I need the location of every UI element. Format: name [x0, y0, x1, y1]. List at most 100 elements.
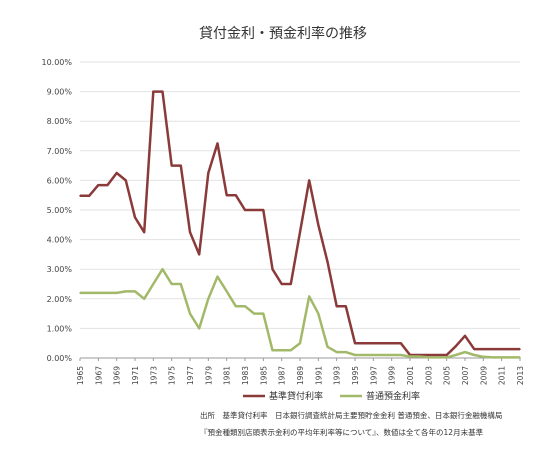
y-tick-label: 5.00% — [47, 206, 73, 215]
data-point — [345, 305, 347, 308]
data-point — [354, 354, 356, 356]
data-point — [299, 231, 301, 233]
data-point — [262, 209, 265, 211]
x-tick-label: 1965 — [76, 366, 85, 385]
legend-label-2: 普通預金利率 — [366, 390, 420, 402]
data-point — [88, 292, 90, 294]
data-point — [189, 312, 191, 315]
data-point — [244, 305, 246, 308]
data-point — [335, 351, 338, 353]
data-point — [372, 342, 375, 345]
x-tick-label: 1995 — [351, 366, 360, 385]
data-point — [354, 342, 356, 345]
data-point — [143, 231, 145, 233]
x-tick-label: 1981 — [223, 366, 232, 385]
data-point — [372, 354, 375, 356]
data-point — [491, 348, 494, 350]
x-tick-label: 1975 — [168, 366, 177, 385]
data-point — [152, 283, 155, 285]
x-tick-label: 1999 — [388, 366, 397, 385]
data-point — [500, 348, 503, 350]
data-point — [445, 356, 448, 359]
data-point — [170, 283, 173, 285]
y-tick-label: 0.00% — [47, 354, 73, 363]
data-point — [106, 292, 109, 294]
x-tick-label: 1967 — [94, 366, 103, 385]
data-point — [79, 194, 81, 197]
x-tick-label: 2007 — [461, 366, 470, 385]
x-tick-label: 1985 — [259, 366, 268, 385]
data-point — [180, 164, 182, 167]
data-point — [363, 354, 365, 356]
data-point — [106, 184, 109, 186]
series-layer — [79, 90, 521, 359]
data-point — [134, 216, 136, 219]
x-tick-label: 1991 — [314, 366, 323, 385]
source-note-line1: 出所 基準貸付利率 日本銀行調査統計局主要預貯金金利 普通預金、日本銀行金融機構… — [200, 411, 503, 420]
data-point — [280, 283, 283, 285]
data-point — [198, 253, 200, 256]
data-point — [152, 90, 155, 93]
data-point — [253, 312, 255, 315]
data-point — [427, 356, 430, 359]
data-point — [180, 283, 182, 285]
data-point — [216, 142, 219, 145]
x-tick-label: 1989 — [296, 366, 305, 385]
x-tick-label: 1977 — [186, 366, 195, 385]
data-point — [79, 292, 81, 294]
data-point — [390, 342, 393, 345]
data-point — [143, 298, 145, 300]
data-point — [482, 348, 485, 350]
data-point — [326, 261, 329, 263]
data-point — [125, 179, 127, 182]
data-point — [473, 354, 475, 356]
data-point — [381, 342, 384, 345]
data-point — [170, 164, 173, 167]
data-point — [290, 283, 292, 285]
series-line-2 — [80, 267, 520, 359]
data-point — [125, 290, 127, 293]
data-point — [271, 349, 274, 352]
y-tick-label: 4.00% — [47, 236, 73, 245]
data-point — [345, 351, 347, 353]
data-point — [390, 354, 393, 356]
legend-label-1: 基準貸付利率 — [269, 390, 323, 402]
data-point — [97, 292, 100, 294]
series-line-1 — [80, 90, 520, 357]
y-tick-label: 10.00% — [41, 58, 72, 67]
x-tick-label: 2013 — [516, 366, 525, 385]
data-point — [271, 268, 274, 271]
data-point — [253, 209, 255, 211]
data-point — [225, 290, 228, 293]
data-point — [519, 348, 521, 350]
data-point — [409, 355, 411, 358]
data-point — [280, 349, 283, 352]
y-tick-label: 1.00% — [47, 324, 73, 333]
x-tick-label: 2003 — [424, 366, 433, 385]
data-point — [308, 179, 310, 182]
data-point — [510, 356, 512, 359]
data-point — [308, 295, 310, 298]
data-point — [235, 305, 237, 308]
data-point — [189, 231, 191, 233]
x-tick-label: 1997 — [369, 366, 378, 385]
data-point — [519, 356, 521, 359]
x-tick-label: 1983 — [241, 366, 250, 385]
y-tick-label: 7.00% — [47, 147, 73, 156]
legend: 基準貸付利率 普通預金利率 — [243, 390, 420, 402]
grid-layer — [80, 61, 520, 359]
x-tick-label: 1969 — [113, 366, 122, 385]
data-point — [464, 351, 466, 353]
y-tick-label: 8.00% — [47, 117, 73, 126]
data-point — [115, 172, 118, 174]
data-point — [207, 298, 210, 300]
data-point — [455, 354, 457, 356]
data-point — [326, 345, 329, 348]
data-point — [225, 194, 228, 196]
data-point — [436, 354, 439, 356]
data-point — [363, 342, 365, 345]
data-point — [235, 194, 237, 196]
x-tick-label: 2001 — [406, 366, 415, 385]
axis-layer: 0.00% 1.00% 2.00% 3.00% 4.00% 5.00% 6.00% 7.00%… — [41, 58, 525, 385]
